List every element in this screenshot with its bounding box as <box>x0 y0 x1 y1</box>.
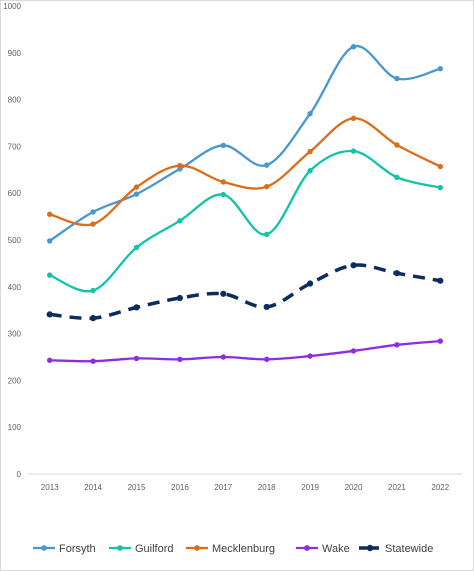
data-point-mecklenburg <box>264 183 270 190</box>
legend-item-wake: Wake <box>296 543 350 555</box>
legend-label: Statewide <box>385 543 433 555</box>
legend-label: Forsyth <box>59 543 96 555</box>
data-point-mecklenburg <box>177 162 183 169</box>
x-tick-label: 2017 <box>214 483 232 492</box>
series-layer <box>46 44 444 364</box>
x-tick-label: 2013 <box>41 483 59 492</box>
data-point-wake <box>133 355 140 362</box>
data-point-wake <box>177 356 183 363</box>
data-point-wake <box>394 342 400 348</box>
data-point-wake <box>90 358 96 364</box>
data-point-guilford <box>177 218 183 224</box>
legend-marker-forsyth <box>41 545 47 551</box>
data-point-guilford <box>350 148 357 154</box>
data-point-forsyth <box>133 191 140 197</box>
legend-marker-wake <box>304 545 310 551</box>
data-point-statewide <box>393 270 400 277</box>
series-line-mecklenburg <box>48 117 442 227</box>
legend-item-mecklenburg: Mecklenburg <box>186 543 275 555</box>
data-point-guilford <box>90 287 96 294</box>
data-point-wake <box>350 348 357 354</box>
data-point-wake <box>437 338 443 344</box>
data-point-forsyth <box>220 142 226 149</box>
y-tick-label: 600 <box>8 189 22 198</box>
data-point-guilford <box>133 244 140 251</box>
data-point-forsyth <box>264 162 270 168</box>
data-point-mecklenburg <box>350 115 357 122</box>
legend-label: Mecklenburg <box>212 543 275 555</box>
x-tick-label: 2022 <box>431 483 449 492</box>
data-point-statewide <box>220 290 227 297</box>
x-tick-label: 2018 <box>258 483 276 492</box>
data-point-guilford <box>220 191 226 198</box>
data-point-forsyth <box>90 209 96 215</box>
y-tick-label: 500 <box>8 236 22 245</box>
y-tick-label: 300 <box>8 330 22 339</box>
data-point-forsyth <box>394 75 400 82</box>
y-tick-label: 400 <box>8 283 22 292</box>
y-tick-label: 100 <box>8 423 22 432</box>
data-point-statewide <box>90 315 97 322</box>
data-point-mecklenburg <box>437 163 443 170</box>
data-point-statewide <box>437 277 444 284</box>
y-tick-label: 700 <box>8 142 22 151</box>
data-point-guilford <box>437 184 443 191</box>
data-point-mecklenburg <box>394 142 400 148</box>
series-line-statewide <box>49 263 441 321</box>
data-point-wake <box>47 357 53 363</box>
legend-marker-mecklenburg <box>194 545 200 551</box>
data-point-forsyth <box>437 66 443 72</box>
legend-marker-guilford <box>117 545 123 551</box>
data-point-guilford <box>307 168 313 174</box>
x-tick-label: 2019 <box>301 483 319 492</box>
data-point-statewide <box>263 303 270 311</box>
y-tick-label: 0 <box>17 470 22 479</box>
data-point-statewide <box>46 311 53 318</box>
data-point-mecklenburg <box>133 184 140 190</box>
data-point-wake <box>307 353 313 359</box>
data-point-wake <box>220 354 226 360</box>
x-tick-label: 2021 <box>388 483 406 492</box>
series-line-guilford <box>48 149 442 293</box>
x-tick-label: 2016 <box>171 483 189 492</box>
x-tick-label: 2020 <box>345 483 363 492</box>
data-point-forsyth <box>350 44 357 50</box>
x-tick-label: 2015 <box>128 483 146 492</box>
legend-item-guilford: Guilford <box>109 543 174 555</box>
legend-marker-statewide <box>366 544 374 552</box>
data-point-statewide <box>307 280 314 287</box>
legend-label: Guilford <box>135 543 174 555</box>
data-point-mecklenburg <box>220 179 226 185</box>
y-tick-label: 1000 <box>3 2 21 11</box>
data-point-guilford <box>264 231 270 238</box>
series-line-forsyth <box>48 45 442 243</box>
data-point-statewide <box>133 304 140 311</box>
y-tick-label: 900 <box>8 49 22 58</box>
y-tick-label: 200 <box>8 376 22 385</box>
axis-layer: 0 100 200 300 400 500 600 700 800 900 1000 2013 2014… <box>3 2 462 492</box>
x-tick-label: 2014 <box>84 483 102 492</box>
data-point-forsyth <box>307 110 313 117</box>
data-point-statewide <box>350 262 357 269</box>
data-point-mecklenburg <box>47 211 53 217</box>
data-point-guilford <box>394 174 400 180</box>
data-point-mecklenburg <box>90 221 96 227</box>
legend-item-forsyth: Forsyth <box>33 543 96 555</box>
data-point-wake <box>264 356 270 363</box>
data-point-guilford <box>47 272 53 278</box>
data-point-mecklenburg <box>307 148 313 155</box>
legend-item-statewide: Statewide <box>359 543 433 555</box>
series-line-wake <box>48 339 442 363</box>
y-tick-label: 800 <box>8 96 22 105</box>
legend-label: Wake <box>322 543 350 555</box>
data-point-statewide <box>176 294 183 302</box>
legend-layer: Forsyth Guilford Mecklenburg Wake Statewide <box>33 543 433 555</box>
data-point-forsyth <box>47 238 53 244</box>
